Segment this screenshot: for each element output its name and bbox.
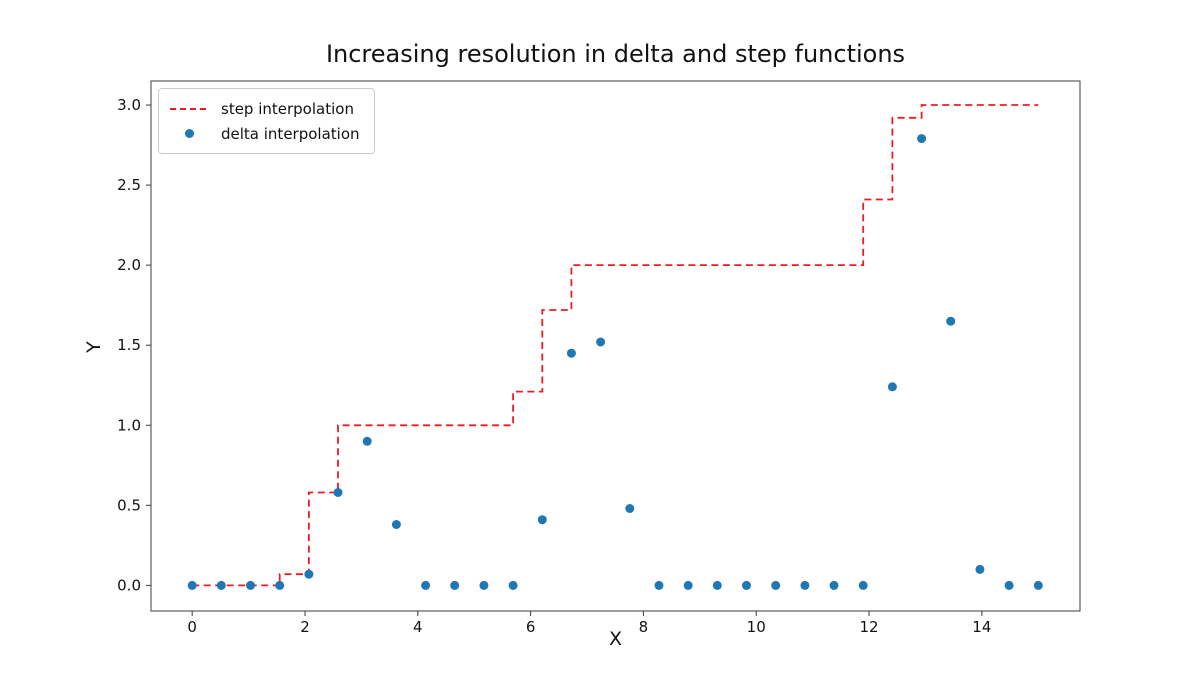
data-point — [1033, 580, 1043, 590]
data-point — [275, 580, 285, 590]
x-axis-label: X — [608, 628, 623, 650]
data-point — [450, 580, 460, 590]
y-axis-ticks: 0.0 0.5 1.0 1.5 2.0 2.5 3.0 — [117, 96, 151, 594]
legend: step interpolation delta interpolation — [158, 88, 375, 154]
legend-label-step: step interpolation — [221, 99, 354, 118]
legend-label-delta: delta interpolation — [221, 124, 360, 143]
x-tick-label: 0 — [187, 618, 197, 636]
data-point — [187, 580, 197, 590]
x-tick-label: 2 — [300, 618, 310, 636]
legend-entry-delta: delta interpolation — [169, 121, 360, 146]
data-point — [771, 580, 781, 590]
data-point — [566, 348, 576, 358]
data-point — [479, 580, 489, 590]
data-point — [742, 580, 751, 590]
data-point — [858, 580, 868, 590]
y-tick-label: 0.0 — [117, 576, 141, 594]
y-axis-label: Y — [83, 341, 105, 353]
x-tick-label: 6 — [526, 618, 536, 636]
x-tick-label: 8 — [639, 618, 649, 636]
x-tick-label: 4 — [413, 618, 423, 636]
chart-title: Increasing resolution in delta and step … — [325, 40, 906, 68]
x-axis-ticks: 0 2 4 6 8 10 12 14 — [187, 611, 991, 636]
y-tick-label: 2.0 — [117, 256, 141, 274]
y-tick-label: 0.5 — [117, 496, 141, 514]
step-interpolation-line — [192, 104, 1039, 587]
x-tick-label: 14 — [972, 618, 991, 636]
data-point — [712, 580, 722, 590]
data-point — [1004, 580, 1014, 590]
data-point — [421, 580, 431, 590]
delta-interpolation-points — [187, 134, 1043, 590]
data-point — [333, 488, 343, 497]
data-point — [596, 337, 606, 347]
data-point — [654, 580, 664, 590]
data-point — [508, 580, 518, 590]
legend-entry-step: step interpolation — [169, 96, 360, 121]
dot-icon — [184, 129, 194, 138]
data-point — [391, 520, 401, 529]
data-point — [625, 504, 635, 513]
dashed-line-icon — [170, 107, 208, 110]
x-tick-label: 10 — [747, 618, 766, 636]
data-point — [537, 515, 547, 525]
data-point — [304, 569, 314, 579]
data-point — [800, 580, 810, 590]
y-tick-label: 3.0 — [117, 96, 141, 114]
step-line-sample — [169, 106, 209, 112]
data-point — [975, 564, 985, 574]
y-tick-label: 2.5 — [117, 176, 141, 194]
plot-frame — [150, 80, 1081, 612]
data-point — [246, 580, 255, 590]
data-point — [362, 436, 372, 446]
x-tick-label: 12 — [859, 618, 878, 636]
y-tick-label: 1.5 — [117, 336, 141, 354]
delta-dot-sample — [169, 129, 209, 138]
data-point — [887, 382, 897, 392]
data-point — [946, 316, 956, 326]
data-point — [917, 134, 927, 144]
data-point — [683, 580, 693, 590]
data-point — [829, 580, 839, 590]
y-tick-label: 1.0 — [117, 416, 141, 434]
data-point — [216, 580, 226, 590]
